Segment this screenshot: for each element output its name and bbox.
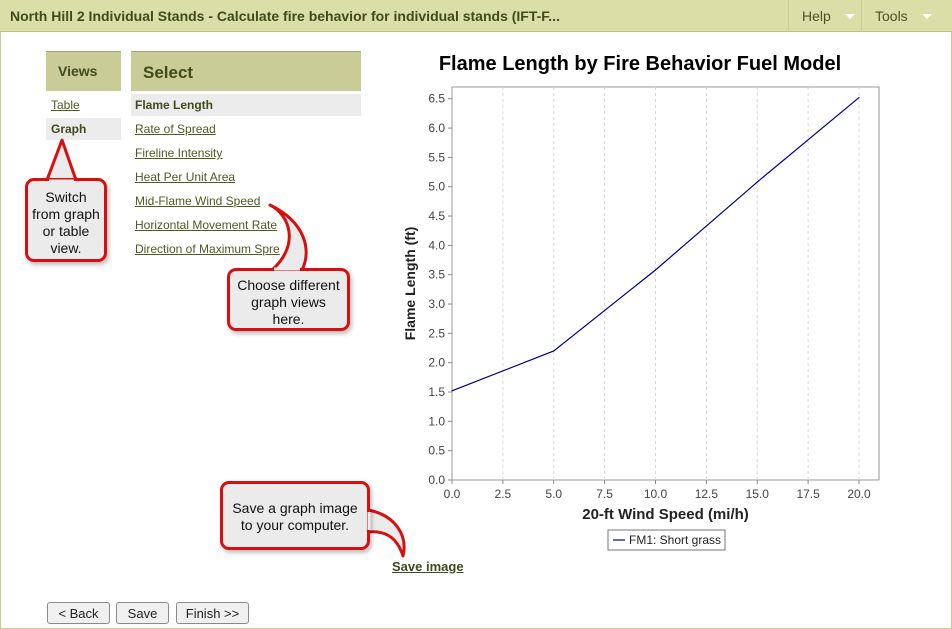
view-item-graph-label: Graph [51,122,87,136]
view-item-table-label[interactable]: Table [51,98,80,112]
x-tick-label: 10.0 [644,487,668,501]
x-tick-label: 15.0 [746,487,770,501]
select-item-label[interactable]: Rate of Spread [135,122,216,136]
data-point [553,350,555,352]
data-point [654,269,657,271]
select-item-label[interactable]: Mid-Flame Wind Speed [135,194,261,208]
select-item-label: Flame Length [135,98,214,112]
title-bar: North Hill 2 Individual Stands - Calcula… [0,0,952,32]
select-item-horizontal-movement-rate[interactable]: Horizontal Movement Rate [131,214,361,236]
data-point [756,181,758,183]
y-tick-label: 5.0 [428,180,445,194]
legend: FM1: Short grass [607,529,726,551]
y-tick-label: 0.5 [428,444,445,458]
callout-save-image: Save a graph image to your computer. [220,481,370,550]
select-item-direction-of-maximum-spread[interactable]: Direction of Maximum Spre [131,238,361,260]
view-item-table[interactable]: Table [46,94,121,116]
x-axis-label: 20-ft Wind Speed (mi/h) [582,506,749,523]
back-button[interactable]: < Back [47,602,110,624]
y-tick-label: 2.5 [428,326,445,340]
y-tick-label: 2.0 [428,356,445,370]
select-item-fireline-intensity[interactable]: Fireline Intensity [131,142,361,164]
x-tick-label: 2.5 [495,487,512,501]
x-tick-label: 12.5 [695,487,719,501]
x-tick-label: 7.5 [596,487,613,501]
chart-title: Flame Length by Fire Behavior Fuel Model [438,53,842,75]
data-point [858,96,860,99]
y-tick-label: 1.0 [428,414,445,428]
select-item-label[interactable]: Fireline Intensity [135,146,223,160]
y-axis-label: Flame Length (ft) [402,227,418,341]
views-heading: Views [46,51,121,91]
select-item-label[interactable]: Horizontal Movement Rate [135,218,278,232]
y-tick-label: 3.0 [428,297,445,311]
y-tick-label: 0.0 [428,473,445,487]
y-tick-label: 5.5 [428,150,445,164]
select-item-label[interactable]: Direction of Maximum Spre [135,242,280,256]
flame-length-chart: 0.0 2.5 5.0 7.5 10.0 12.5 15.0 17.5 20.0 0.0 0.5 1.… [402,86,880,551]
callout-switch-view: Switch from graph or table view. [25,178,107,262]
legend-box [607,529,726,551]
save-image-link[interactable]: Save image [392,559,464,574]
y-tick-label: 4.5 [428,209,445,223]
y-tick-label: 4.0 [428,238,445,252]
chevron-down-icon [921,13,932,19]
chevron-down-icon [844,13,855,19]
select-item-rate-of-spread[interactable]: Rate of Spread [131,118,361,140]
save-button[interactable]: Save [116,602,169,624]
help-menu[interactable]: Help [788,0,861,32]
y-tick-label: 6.5 [428,92,445,106]
finish-button[interactable]: Finish >> [176,602,249,624]
select-item-heat-per-unit-area[interactable]: Heat Per Unit Area [131,166,361,188]
y-tick-label: 1.5 [428,385,445,399]
tools-menu[interactable]: Tools [861,0,952,32]
select-item-mid-flame-wind-speed[interactable]: Mid-Flame Wind Speed [131,190,361,212]
help-menu-label: Help [802,8,831,24]
legend-label: FM1: Short grass [629,533,721,547]
y-tick-label: 3.5 [428,268,445,282]
tools-menu-label: Tools [875,8,908,24]
select-item-label[interactable]: Heat Per Unit Area [135,170,236,184]
axes: 0.0 2.5 5.0 7.5 10.0 12.5 15.0 17.5 20.0 0.0 0.5 1.… [428,92,871,501]
x-tick-label: 20.0 [847,487,871,501]
x-tick-label: 0.0 [444,487,461,501]
series-group [451,96,860,392]
x-tick-label: 17.5 [796,487,820,501]
y-tick-label: 6.0 [428,121,445,135]
select-item-flame-length[interactable]: Flame Length [131,94,361,116]
x-tick-label: 5.0 [545,487,562,501]
select-heading: Select [131,51,361,91]
view-item-graph[interactable]: Graph [46,118,121,140]
plot-area [451,86,880,481]
app-title: North Hill 2 Individual Stands - Calcula… [10,8,560,24]
callout-graph-views: Choose different graph views here. [227,268,350,331]
data-point [451,390,453,392]
